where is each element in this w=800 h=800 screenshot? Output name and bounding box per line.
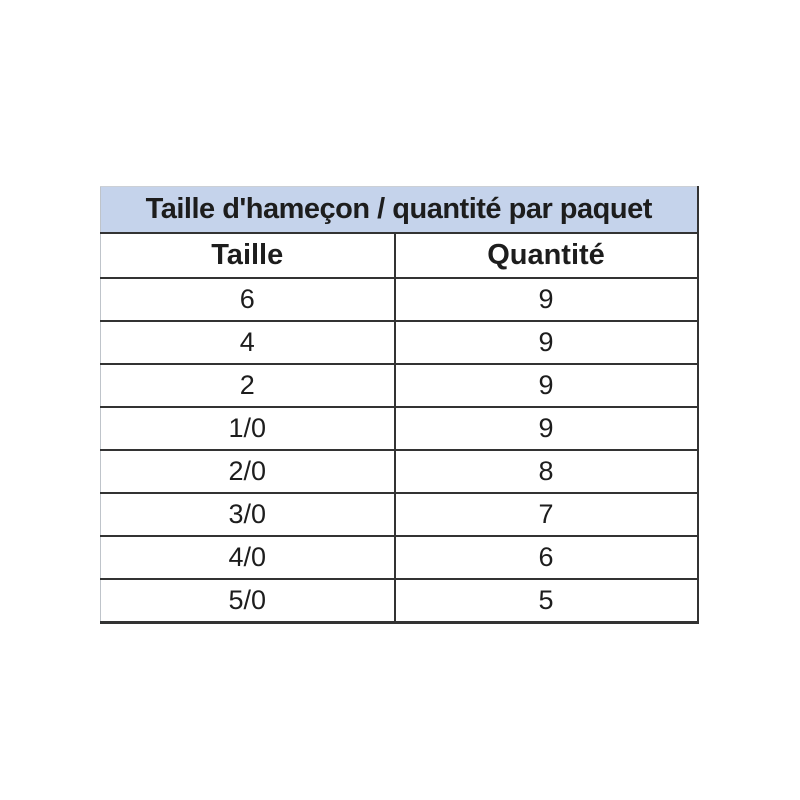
cell-taille: 5/0 xyxy=(100,579,396,623)
cell-taille: 2 xyxy=(100,364,396,408)
table-row: 2/0 8 xyxy=(100,450,698,494)
table-row: 3/0 7 xyxy=(100,493,698,537)
column-header-taille: Taille xyxy=(100,233,396,279)
cell-taille: 6 xyxy=(100,278,396,322)
cell-quantite: 9 xyxy=(394,278,698,322)
table-title: Taille d'hameçon / quantité par paquet xyxy=(100,186,698,234)
cell-quantite: 6 xyxy=(394,536,698,580)
table-row: 1/0 9 xyxy=(100,407,698,451)
table-header-row: Taille Quantité xyxy=(100,233,698,279)
table-row: 4 9 xyxy=(100,321,698,365)
cell-quantite: 5 xyxy=(538,585,554,615)
cell-taille: 1/0 xyxy=(100,407,396,451)
cell-taille: 4/0 xyxy=(100,536,396,580)
table-title-row: Taille d'hameçon / quantité par paquet xyxy=(100,186,698,234)
table-row: 2 9 xyxy=(100,364,698,408)
table-row: 6 9 xyxy=(100,278,698,322)
cell-quantite: 9 xyxy=(394,407,698,451)
cell-taille: 3/0 xyxy=(100,493,396,537)
cell-quantite: 8 xyxy=(394,450,698,494)
table-row: 4/0 6 xyxy=(100,536,698,580)
column-header-quantite: Quantité xyxy=(394,233,698,279)
cell-taille: 4 xyxy=(100,321,396,365)
cell-quantite: 9 xyxy=(394,321,698,365)
cell-quantite: 9 xyxy=(394,364,698,408)
cell-quantite: 7 xyxy=(394,493,698,537)
cell-taille: 2/0 xyxy=(100,450,396,494)
table-row: 5/0 5 xyxy=(100,579,698,623)
hook-size-table: Taille d'hameçon / quantité par paquet T… xyxy=(100,186,699,624)
